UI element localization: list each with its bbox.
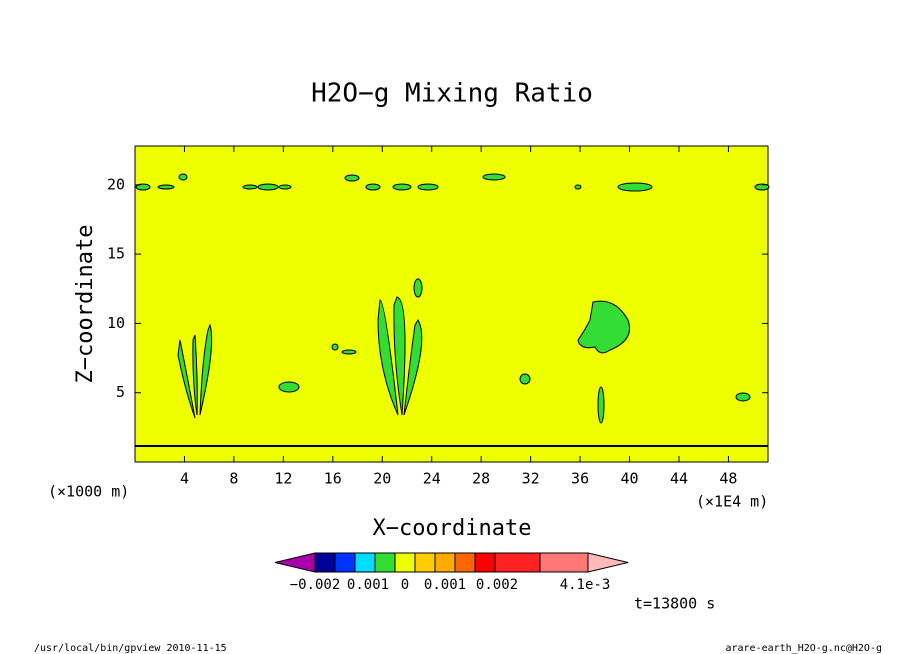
x-tick-label: 28 (472, 470, 490, 488)
x-axis-label: X−coordinate (373, 516, 532, 541)
x-tick-label: 40 (621, 470, 639, 488)
colorbar-cell (434, 552, 456, 573)
colorbar-arrow (587, 552, 629, 573)
x-unit-right: (×1E4 m) (696, 493, 768, 511)
x-tick-label: 12 (274, 470, 292, 488)
colorbar-cell (394, 552, 416, 573)
x-unit-left: (×1000 m) (48, 483, 129, 501)
colorbar-label: 4.1e-3 (560, 577, 611, 593)
colorbar-cell (539, 552, 589, 573)
plot-area (134, 145, 769, 463)
x-tick-label: 44 (670, 470, 688, 488)
x-tick-label: 36 (571, 470, 589, 488)
x-tick-label: 24 (423, 470, 441, 488)
y-axis-label: Z−coordinate (73, 225, 98, 384)
colorbar-cell (334, 552, 356, 573)
y-tick-label: 20 (107, 175, 125, 193)
colorbar-label: 0 (401, 577, 409, 593)
footer-right: arare-earth_H2O-g.nc@H2O-g (725, 643, 882, 654)
contours (135, 173, 770, 424)
colorbar-cell (494, 552, 541, 573)
colorbar-cell (454, 552, 476, 573)
x-tick-label: 16 (324, 470, 342, 488)
colorbar-label: 0.001 (424, 577, 466, 593)
colorbar-cell (474, 552, 496, 573)
y-tick-label: 5 (116, 383, 125, 401)
x-tick-label: 32 (522, 470, 540, 488)
footer-left: /usr/local/bin/gpview 2010-11-15 (34, 643, 227, 654)
colorbar-label: 0.002 (476, 577, 518, 593)
x-tick-label: 48 (719, 470, 737, 488)
colorbar-cell (354, 552, 376, 573)
colorbar-cell (374, 552, 396, 573)
colorbar-arrow (274, 552, 316, 573)
x-tick-label: 20 (373, 470, 391, 488)
colorbar-label: −0.002 (290, 577, 341, 593)
colorbar-cell (314, 552, 336, 573)
y-tick-label: 15 (107, 245, 125, 263)
chart-title: H2O−g Mixing Ratio (311, 79, 593, 109)
colorbar-cell (414, 552, 436, 573)
x-tick-label: 4 (180, 470, 189, 488)
time-label: t=13800 s (634, 595, 715, 613)
colorbar-label: 0.001 (347, 577, 389, 593)
y-tick-label: 10 (107, 314, 125, 332)
x-tick-label: 8 (229, 470, 238, 488)
